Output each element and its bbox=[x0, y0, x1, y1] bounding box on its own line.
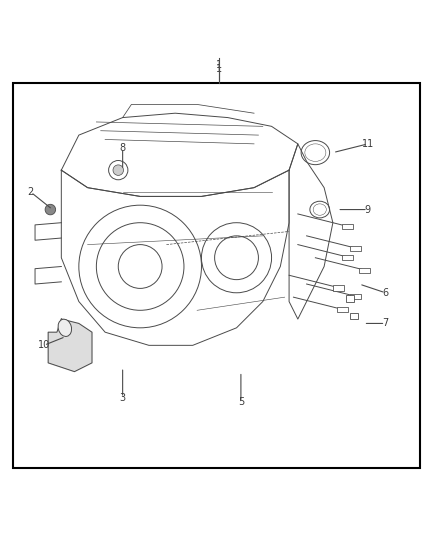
Text: 7: 7 bbox=[382, 318, 389, 328]
Text: 3: 3 bbox=[120, 393, 126, 403]
Bar bbox=[333, 285, 344, 290]
Text: 6: 6 bbox=[382, 288, 389, 298]
Text: 1: 1 bbox=[216, 64, 222, 75]
Text: 11: 11 bbox=[362, 139, 374, 149]
Ellipse shape bbox=[58, 319, 71, 336]
Text: 8: 8 bbox=[120, 143, 126, 154]
Bar bbox=[13, 83, 420, 468]
Bar bbox=[337, 307, 348, 312]
Bar bbox=[342, 224, 353, 229]
Bar bbox=[346, 295, 354, 302]
Text: 5: 5 bbox=[238, 397, 244, 407]
Circle shape bbox=[113, 165, 124, 175]
Text: 2: 2 bbox=[28, 187, 34, 197]
Circle shape bbox=[45, 204, 56, 215]
Bar bbox=[350, 294, 361, 300]
Bar bbox=[350, 313, 358, 319]
Bar bbox=[342, 255, 353, 260]
Text: 10: 10 bbox=[38, 341, 50, 350]
Text: 1: 1 bbox=[216, 60, 222, 70]
Bar bbox=[350, 246, 361, 251]
Text: 9: 9 bbox=[365, 205, 371, 215]
Polygon shape bbox=[48, 319, 92, 372]
Bar bbox=[359, 268, 370, 273]
